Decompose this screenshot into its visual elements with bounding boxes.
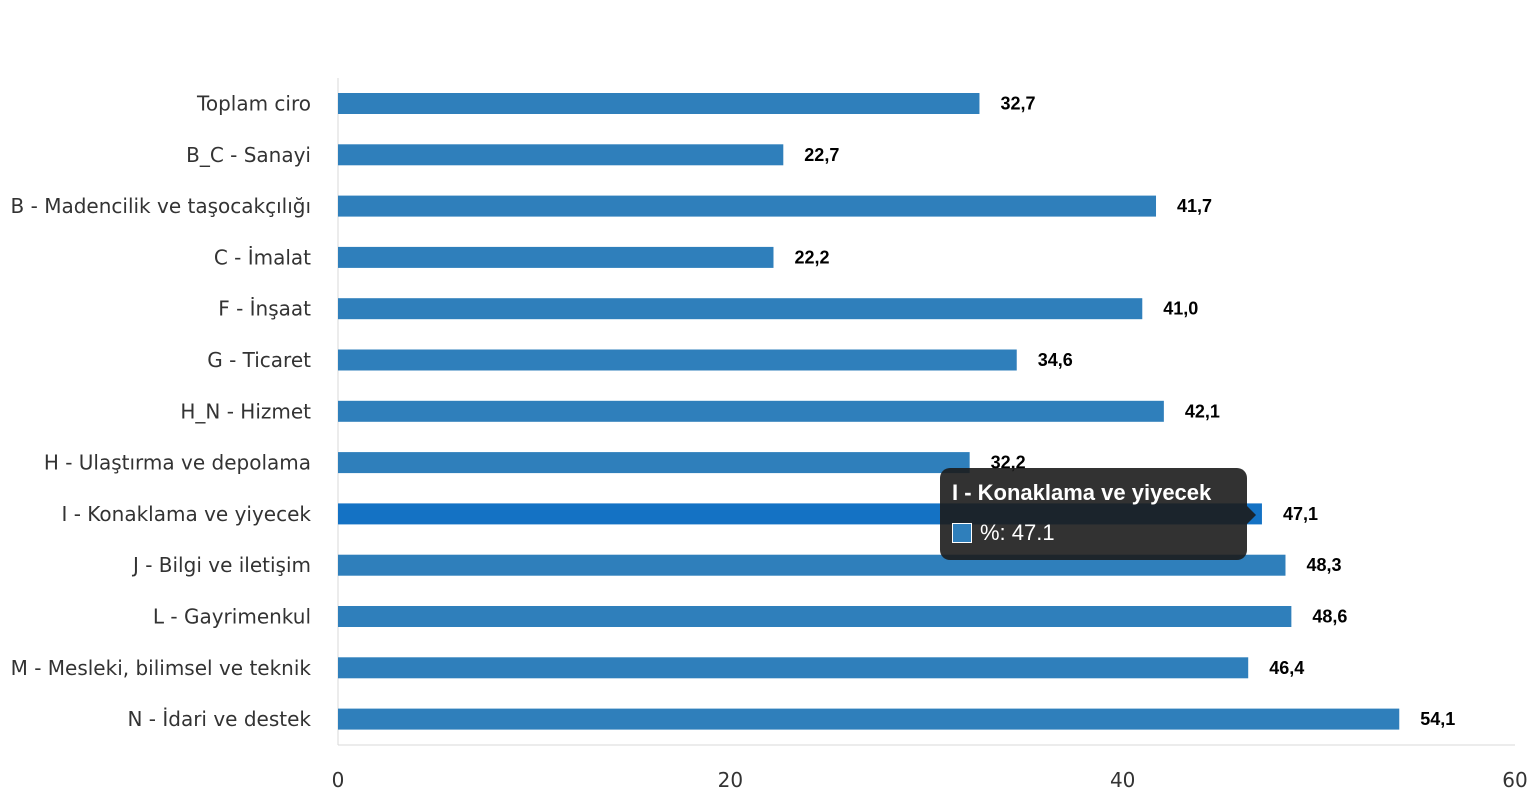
value-label: 32,7 (1000, 94, 1035, 114)
value-label: 32,2 (991, 453, 1026, 473)
category-label: I - Konaklama ve yiyecek (61, 502, 311, 526)
value-label: 48,3 (1306, 555, 1341, 575)
value-label: 22,7 (804, 145, 839, 165)
category-label: Toplam ciro (196, 92, 311, 116)
value-label: 47,1 (1283, 504, 1318, 524)
value-label: 34,6 (1038, 350, 1073, 370)
tooltip-series-swatch (952, 523, 972, 543)
value-label: 42,1 (1185, 401, 1220, 421)
tooltip-arrow (1247, 506, 1256, 524)
tooltip-value: %: 47.1 (980, 520, 1055, 545)
category-label: N - İdari ve destek (127, 707, 311, 731)
tooltip-value-row: %: 47.1 (952, 520, 1235, 546)
bar[interactable] (338, 246, 774, 268)
value-label: 48,6 (1312, 607, 1347, 627)
bar-tooltip: I - Konaklama ve yiyecek %: 47.1 (940, 468, 1256, 560)
x-tick-label: 60 (1502, 768, 1527, 792)
value-label: 22,2 (794, 247, 829, 267)
bar[interactable] (338, 298, 1143, 320)
category-label: F - İnşaat (218, 297, 311, 321)
category-label: G - Ticaret (207, 348, 311, 372)
value-label: 41,0 (1163, 299, 1198, 319)
category-label: J - Bilgi ve iletişim (131, 553, 311, 577)
category-label: H_N - Hizmet (180, 399, 311, 423)
value-label: 54,1 (1420, 709, 1455, 729)
bar[interactable] (338, 606, 1292, 627)
category-label: B_C - Sanayi (186, 143, 311, 167)
bar[interactable] (338, 93, 980, 114)
bar[interactable] (338, 708, 1400, 730)
category-label: L - Gayrimenkul (153, 605, 311, 629)
category-label: C - İmalat (214, 245, 311, 269)
category-label: B - Madencilik ve taşocakçılığı (11, 194, 311, 218)
category-label: H - Ulaştırma ve depolama (44, 451, 311, 475)
category-label: M - Mesleki, bilimsel ve teknik (11, 656, 312, 680)
value-label: 46,4 (1269, 658, 1304, 678)
chart-category-labels: Toplam ciro B_C - Sanayi B - Madencilik ve… (11, 92, 312, 732)
bar[interactable] (338, 452, 970, 474)
x-tick-label: 0 (332, 768, 345, 792)
value-label: 41,7 (1177, 196, 1212, 216)
bar[interactable] (338, 400, 1164, 422)
chart-x-ticks: 0 20 40 60 (332, 768, 1528, 792)
x-tick-label: 40 (1110, 768, 1135, 792)
bar[interactable] (338, 349, 1017, 371)
tooltip-title: I - Konaklama ve yiyecek (952, 480, 1212, 505)
chart-bars (338, 93, 1400, 730)
x-tick-label: 20 (718, 768, 743, 792)
bar[interactable] (338, 144, 784, 166)
bar[interactable] (338, 657, 1249, 679)
chart-value-labels: 32,7 22,7 41,7 22,2 41,0 34,6 42,1 32,2 47,1 48,3… (794, 94, 1455, 730)
bar[interactable] (338, 195, 1157, 217)
